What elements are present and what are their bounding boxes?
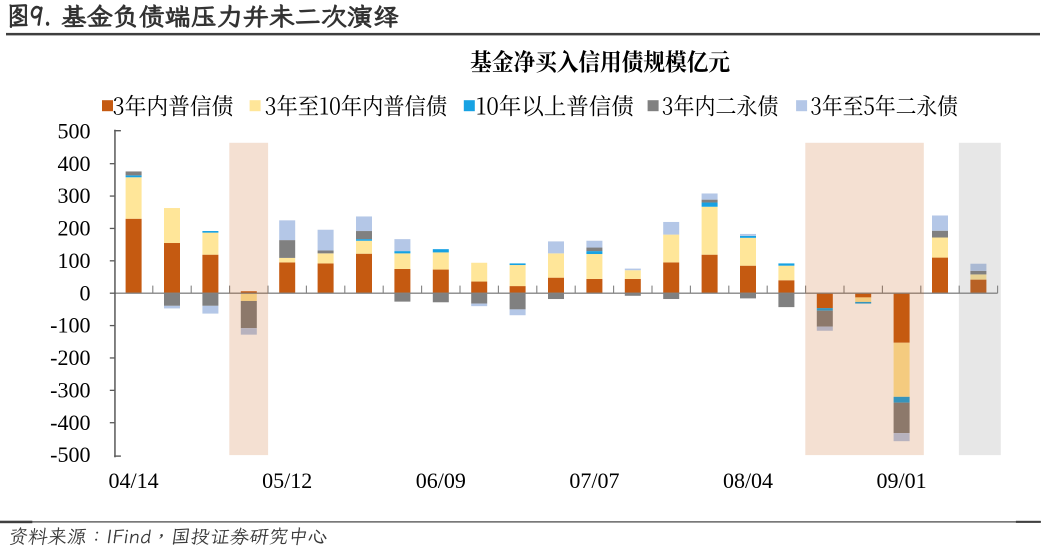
svg-text:05/12: 05/12 — [262, 468, 312, 493]
svg-text:04/14: 04/14 — [109, 468, 159, 493]
svg-text:-200: -200 — [50, 345, 90, 370]
svg-text:200: 200 — [58, 216, 91, 241]
svg-text:300: 300 — [58, 183, 91, 208]
svg-text:0: 0 — [80, 280, 91, 305]
svg-text:08/04: 08/04 — [723, 468, 773, 493]
svg-text:400: 400 — [58, 151, 91, 176]
svg-text:100: 100 — [58, 248, 91, 273]
svg-text:-100: -100 — [50, 313, 90, 338]
svg-text:06/09: 06/09 — [416, 468, 466, 493]
svg-text:07/07: 07/07 — [569, 468, 619, 493]
svg-text:-500: -500 — [50, 442, 90, 467]
svg-text:-300: -300 — [50, 377, 90, 402]
svg-text:500: 500 — [58, 118, 91, 143]
svg-text:-400: -400 — [50, 410, 90, 435]
svg-text:09/01: 09/01 — [877, 468, 927, 493]
